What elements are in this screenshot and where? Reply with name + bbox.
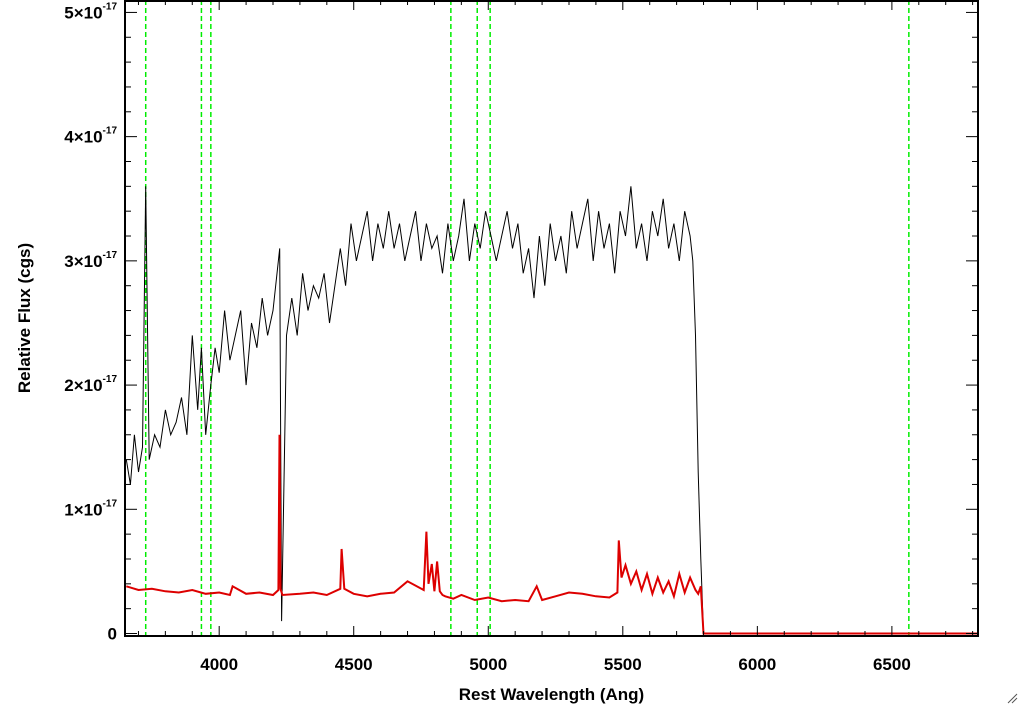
x-tick-label: 5500 — [604, 655, 642, 674]
y-axis-title: Relative Flux (cgs) — [15, 243, 34, 393]
x-tick-label: 4000 — [200, 655, 238, 674]
y-tick-label: 5×10-17 — [64, 1, 117, 22]
series-layer — [125, 186, 978, 635]
axis-ticks — [125, 0, 978, 636]
x-axis-title: Rest Wavelength (Ang) — [459, 685, 644, 704]
series-line-2 — [126, 434, 978, 635]
y-tick-label: 3×10-17 — [64, 250, 117, 271]
x-tick-label: 6500 — [873, 655, 911, 674]
reference-lines — [144, 0, 910, 636]
x-tick-labels: 4000 4500 5000 5500 6000 6500 — [200, 655, 911, 674]
y-tick-label: 1×10-17 — [64, 498, 117, 519]
y-tick-label: 2×10-17 — [64, 374, 117, 395]
resize-grip-icon[interactable] — [1006, 692, 1018, 704]
plot-frame — [124, 0, 979, 637]
x-tick-label: 5000 — [469, 655, 507, 674]
series-line-1 — [125, 186, 978, 634]
x-tick-label: 6000 — [738, 655, 776, 674]
y-tick-label: 0 — [108, 625, 117, 644]
x-tick-label: 4500 — [335, 655, 373, 674]
y-tick-labels: 0 1×10-17 2×10-17 3×10-17 4×10-17 5×10-17 — [64, 1, 117, 643]
y-tick-label: 4×10-17 — [64, 126, 117, 147]
